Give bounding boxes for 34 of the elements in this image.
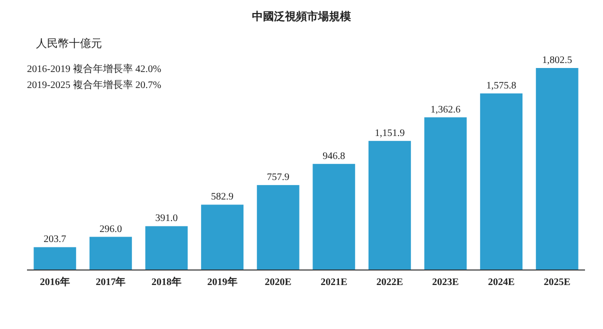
x-tick-label: 2025E bbox=[544, 277, 571, 288]
x-tick-label: 2018年 bbox=[152, 276, 182, 288]
bar bbox=[480, 93, 523, 270]
data-label: 296.0 bbox=[99, 224, 122, 235]
bar bbox=[424, 117, 467, 270]
x-tick-label: 2022E bbox=[376, 277, 404, 288]
x-tick-label: 2020E bbox=[264, 277, 292, 288]
data-label: 1,575.8 bbox=[486, 80, 516, 92]
x-tick-label: 2019年 bbox=[207, 276, 238, 288]
bar bbox=[34, 247, 76, 270]
x-tick-label: 2023E bbox=[432, 277, 460, 288]
y-axis-title: 人民幣十億元 bbox=[36, 37, 102, 50]
bar bbox=[256, 185, 300, 270]
bar bbox=[368, 140, 411, 270]
data-label: 391.0 bbox=[155, 213, 178, 224]
bar bbox=[312, 164, 356, 270]
bar bbox=[89, 236, 132, 270]
chart-title: 中國泛視頻市場規模 bbox=[252, 10, 352, 23]
annotation: 2016-2019 複合年增長率 42.0% bbox=[27, 63, 162, 75]
data-label: 203.7 bbox=[44, 234, 66, 246]
data-label: 1,802.5 bbox=[542, 55, 572, 66]
x-tick-label: 2016年 bbox=[40, 276, 70, 288]
x-tick-label: 2024E bbox=[488, 277, 515, 288]
data-label: 757.9 bbox=[266, 172, 290, 184]
x-tick-label: 2021E bbox=[320, 277, 348, 288]
data-label: 1,151.9 bbox=[374, 128, 405, 139]
annotation: 2019-2025 複合年增長率 20.7% bbox=[27, 79, 162, 91]
x-tick-label: 2017年 bbox=[96, 276, 126, 288]
bar bbox=[536, 68, 578, 270]
data-label: 1,362.6 bbox=[430, 104, 460, 116]
data-label: 582.9 bbox=[211, 192, 234, 203]
bar bbox=[145, 226, 188, 270]
data-label: 946.8 bbox=[322, 150, 346, 162]
bar bbox=[201, 204, 244, 270]
